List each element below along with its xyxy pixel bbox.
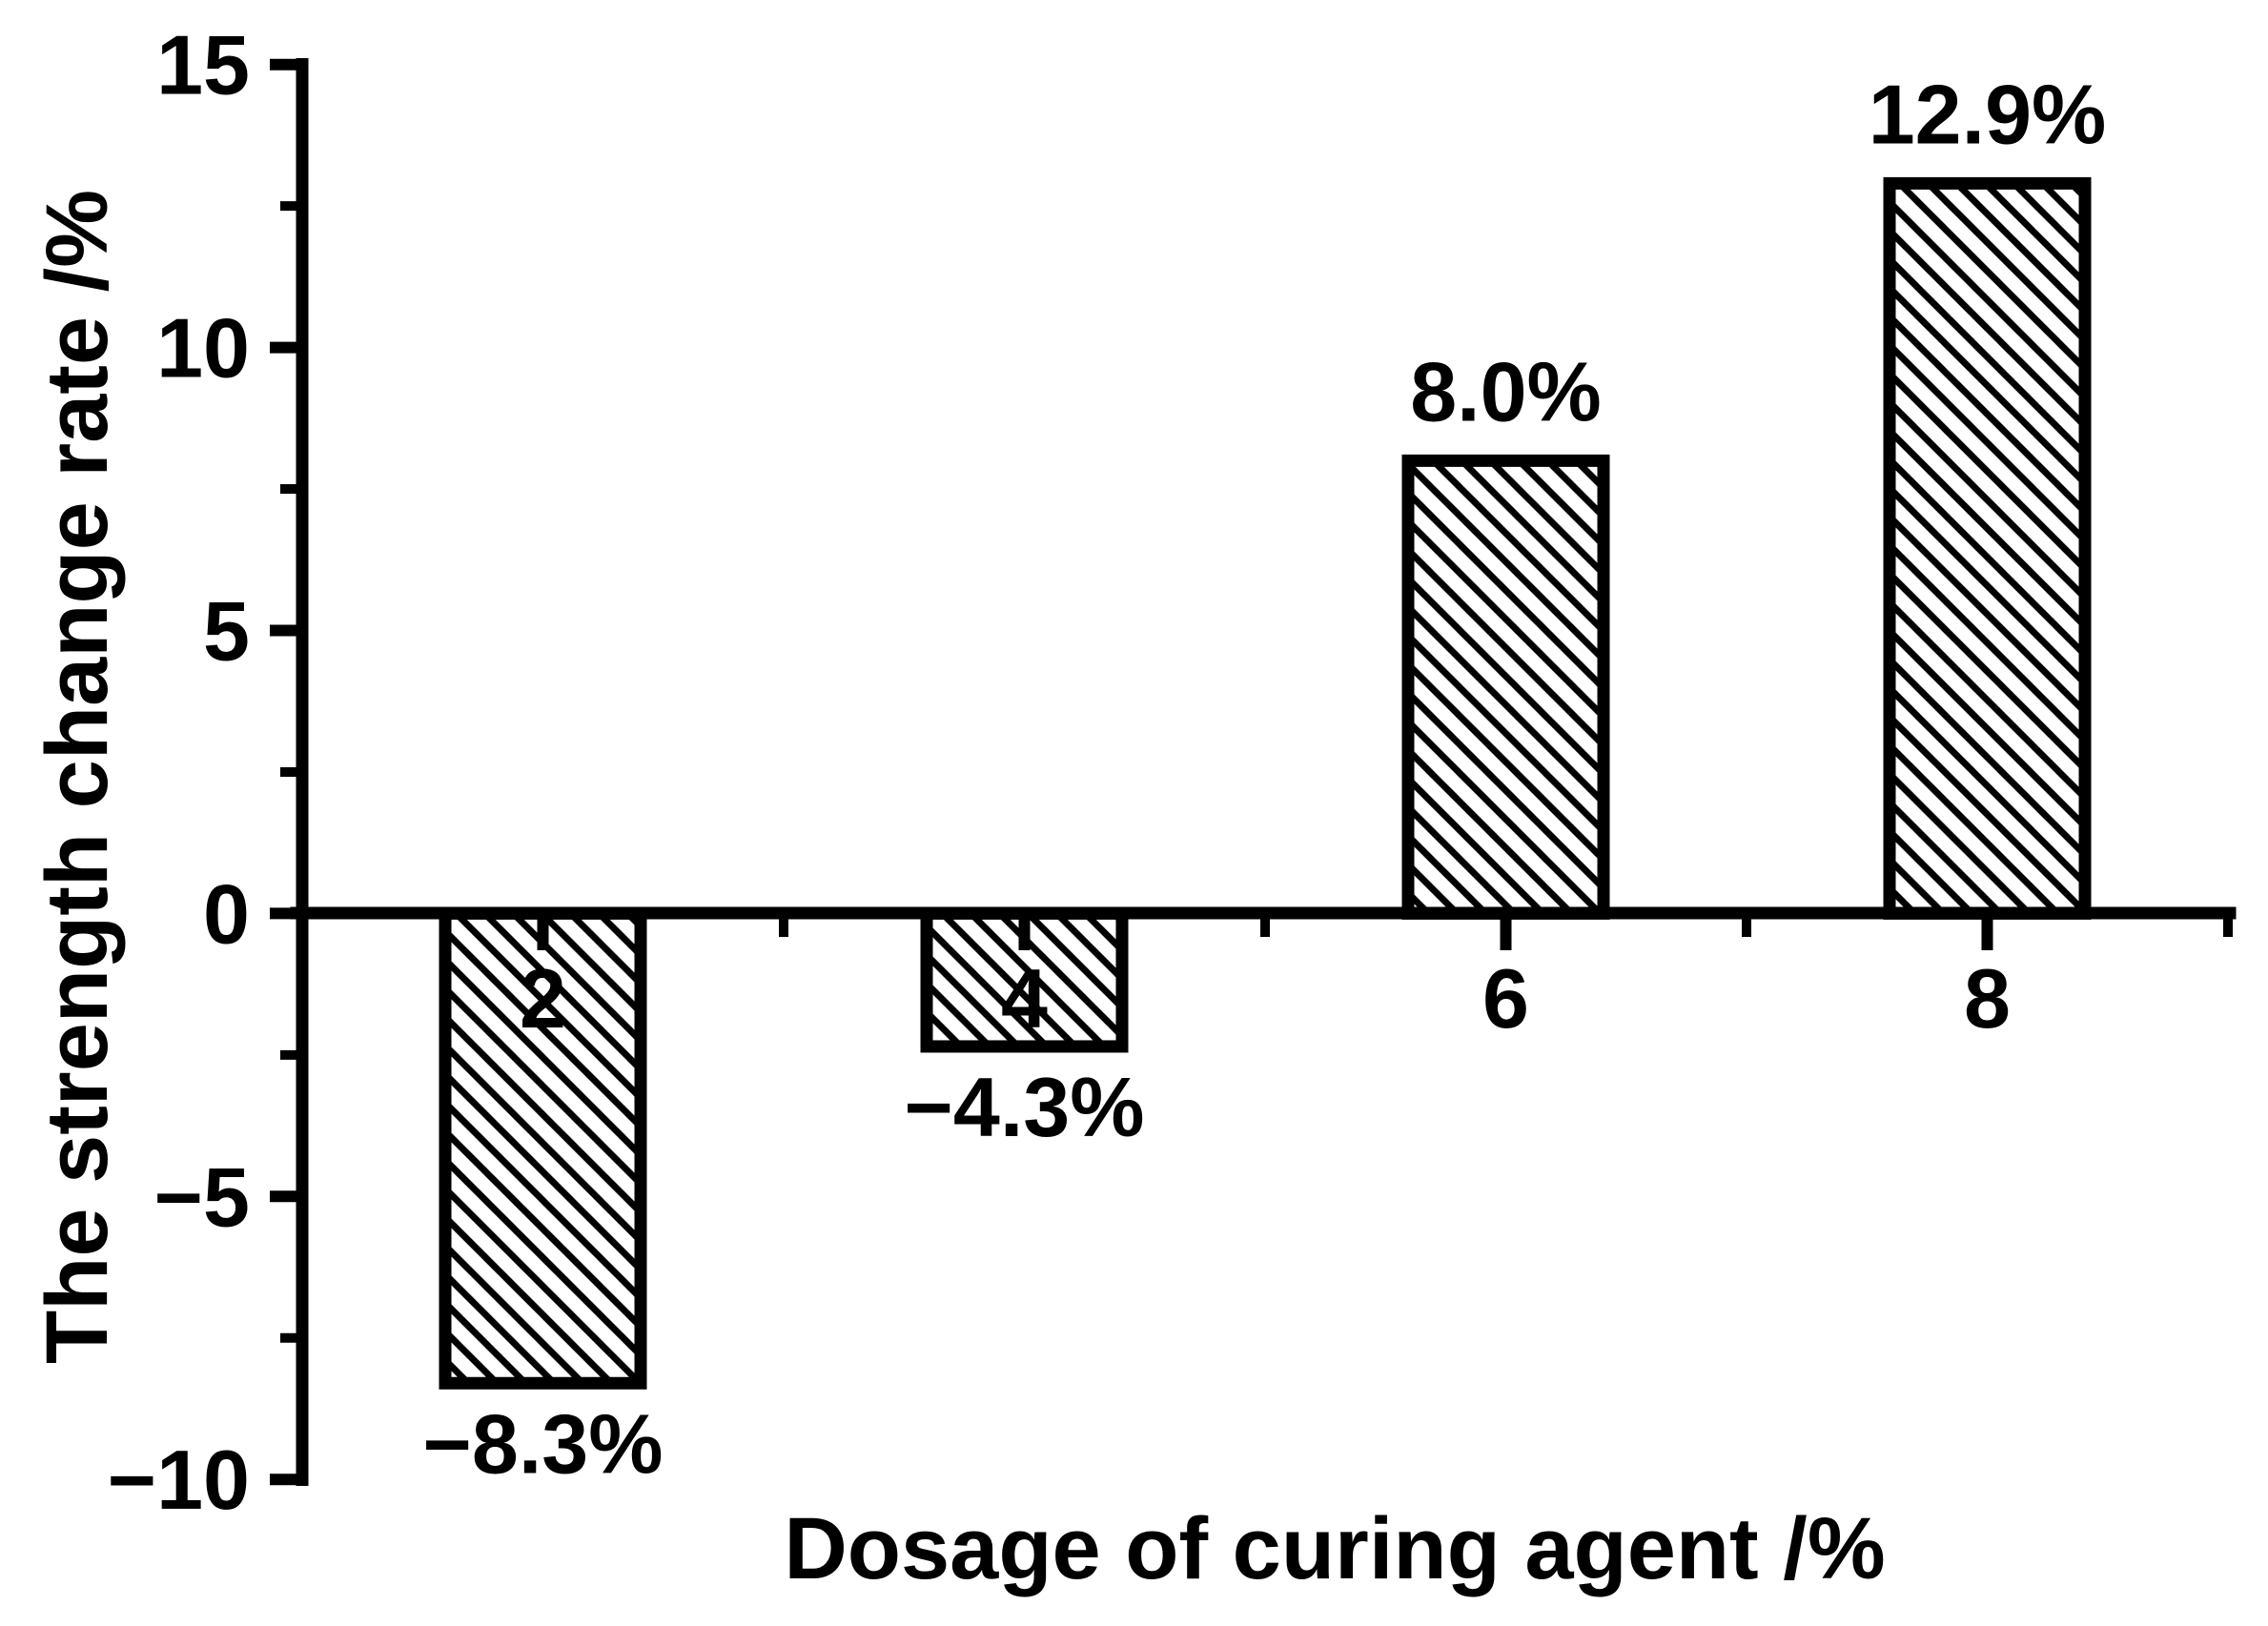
bar-x6 <box>1401 454 1610 920</box>
y-tick-label-−10: −10 <box>108 1433 250 1527</box>
bar-value-label-x4: −4.3% <box>905 1060 1145 1154</box>
x-tick-label-6: 6 <box>1482 951 1529 1046</box>
bar-value-label-x6: 8.0% <box>1410 344 1602 438</box>
y-axis-title: The strength change rate /% <box>29 190 126 1364</box>
y-tick-label-10: 10 <box>156 301 250 396</box>
y-tick-label-−5: −5 <box>154 1149 250 1244</box>
bar-value-labels-group: −8.3% −4.3% 8.0% 12.9% <box>423 67 2107 1491</box>
y-tick-label-5: 5 <box>203 584 250 679</box>
bar-value-label-x2: −8.3% <box>423 1396 664 1491</box>
bar-x8 <box>1883 176 2092 920</box>
tick-labels-group: 15 10 5 0 −5 −10 2 4 6 8 <box>108 18 2011 1527</box>
x-tick-label-8: 8 <box>1964 951 2011 1046</box>
bar-value-label-x8: 12.9% <box>1869 67 2107 161</box>
x-tick-label-4: 4 <box>1001 951 1048 1046</box>
ticks-group <box>270 58 2233 1486</box>
x-axis-title: Dosage of curing agent /% <box>784 1500 1885 1597</box>
bars-group <box>439 176 2092 1390</box>
x-tick-label-2: 2 <box>520 951 566 1046</box>
y-tick-label-15: 15 <box>156 18 250 112</box>
y-tick-label-0: 0 <box>203 866 250 961</box>
bar-x2 <box>439 906 647 1390</box>
